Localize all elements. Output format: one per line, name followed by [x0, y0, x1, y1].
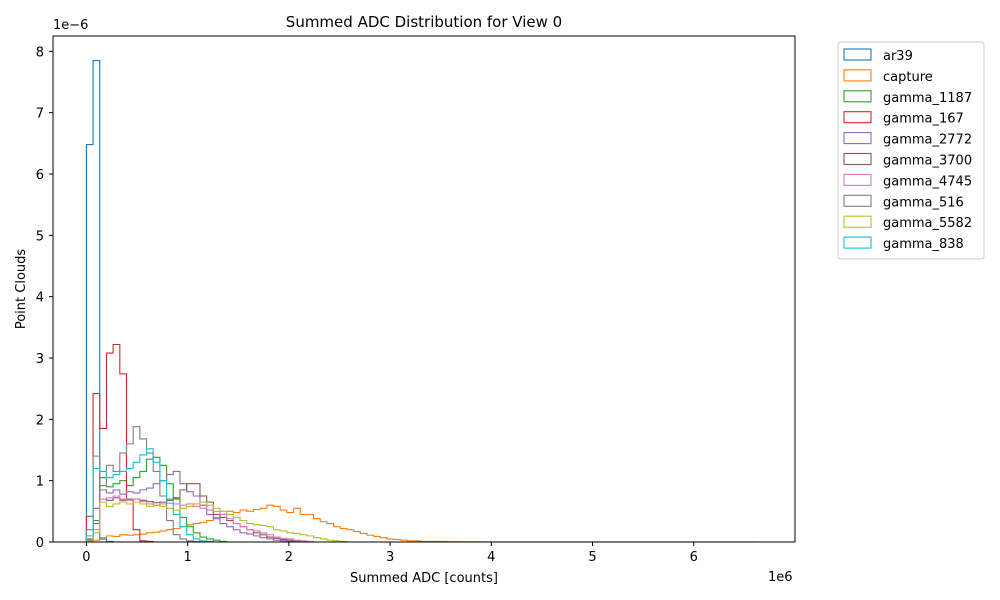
- legend-label: gamma_2772: [883, 133, 972, 148]
- y-tick-label: 1: [36, 475, 44, 490]
- axes: 0 1 2 3 4 5 6 0 1 2 3 4 5 6 7 8: [36, 35, 796, 565]
- legend-entry: gamma_3700: [843, 152, 972, 169]
- y-tick-label: 8: [36, 45, 44, 60]
- legend-swatch: [843, 48, 872, 61]
- series-gamma-838: [85, 448, 214, 542]
- legend-swatch: [843, 132, 872, 145]
- legend-entry: gamma_2772: [843, 132, 972, 148]
- x-tick-label: 4: [487, 550, 495, 565]
- legend-swatch: [843, 215, 872, 228]
- y-tick-label: 2: [36, 413, 44, 428]
- y-tick-label: 7: [36, 107, 44, 122]
- plot-frame: [52, 35, 796, 543]
- legend-entry: gamma_4745: [843, 173, 972, 189]
- legend: ar39 capture gamma_1187 gamma_167 gamma_2772…: [837, 41, 985, 260]
- series-gamma-1187: [85, 456, 228, 542]
- x-tick-label: 6: [690, 550, 698, 565]
- legend-label: gamma_167: [883, 112, 964, 127]
- legend-label: gamma_5582: [883, 216, 972, 231]
- legend-entry: capture: [843, 69, 933, 85]
- y-tick-label: 6: [36, 168, 44, 183]
- y-tick-label: 3: [36, 352, 44, 367]
- x-tick-label: 2: [285, 550, 293, 565]
- y-tick-label: 4: [36, 291, 44, 306]
- x-tick-label: 3: [386, 550, 394, 565]
- y-axis-offset-text: 1e−6: [53, 18, 88, 33]
- legend-entry: gamma_5582: [843, 215, 972, 231]
- x-axis-offset-text: 1e6: [768, 570, 793, 585]
- series-gamma-516: [85, 426, 201, 542]
- legend-entry: gamma_167: [843, 111, 964, 127]
- x-tick-label: 0: [82, 550, 90, 565]
- legend-label: gamma_516: [883, 195, 964, 210]
- legend-swatch: [843, 173, 872, 186]
- legend-label: gamma_1187: [883, 91, 972, 106]
- legend-swatch: [843, 236, 872, 249]
- chart-title: Summed ADC Distribution for View 0: [286, 13, 562, 31]
- series-gamma-5582: [85, 501, 348, 542]
- series-ar39: [85, 59, 114, 542]
- series-layer: [85, 59, 756, 543]
- legend-entry: gamma_1187: [843, 90, 972, 106]
- legend-label: gamma_838: [883, 237, 964, 252]
- y-axis-title: Point Clouds: [14, 249, 29, 330]
- y-tick-label: 0: [36, 536, 44, 551]
- legend-swatch: [843, 111, 872, 124]
- legend-swatch: [843, 90, 872, 103]
- x-tick-label: 5: [588, 550, 596, 565]
- legend-label: gamma_3700: [883, 154, 972, 169]
- y-tick-label: 5: [36, 229, 44, 244]
- series-gamma-4745: [85, 495, 315, 542]
- series-gamma-2772: [85, 470, 295, 542]
- legend-label: gamma_4745: [883, 174, 972, 189]
- legend-label: ar39: [883, 49, 913, 64]
- legend-swatch: [843, 152, 872, 166]
- legend-entry: gamma_838: [843, 236, 964, 252]
- x-axis-title: Summed ADC [counts]: [350, 571, 498, 586]
- legend-frame: [837, 41, 985, 260]
- legend-swatch: [843, 194, 872, 207]
- series-gamma-167: [85, 343, 154, 542]
- legend-swatch: [843, 69, 872, 82]
- x-tick-label: 1: [183, 550, 191, 565]
- legend-entry: gamma_516: [843, 194, 964, 210]
- legend-entry: ar39: [843, 48, 913, 64]
- legend-label: capture: [883, 70, 933, 85]
